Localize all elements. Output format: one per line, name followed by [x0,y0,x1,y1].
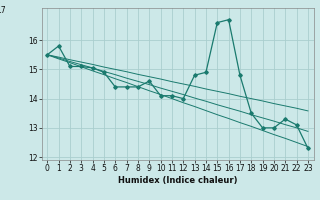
X-axis label: Humidex (Indice chaleur): Humidex (Indice chaleur) [118,176,237,185]
Text: 17: 17 [0,6,6,15]
